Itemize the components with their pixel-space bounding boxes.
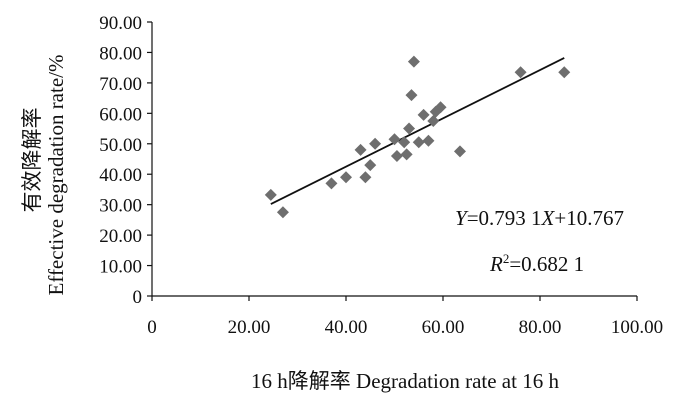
- data-point: [412, 136, 425, 149]
- r-squared-value: =0.682 1: [509, 252, 584, 276]
- x-tick-label: 20.00: [228, 317, 271, 338]
- y-tick-label: 80.00: [99, 43, 142, 64]
- data-point: [405, 89, 418, 102]
- axes: [151, 22, 637, 297]
- trendline: [270, 57, 565, 205]
- r-squared-sup: 2: [503, 251, 510, 266]
- data-point: [364, 159, 377, 172]
- equation-x-var: X: [541, 206, 556, 230]
- regression-equation: Y=0.793 1X+10.767: [455, 206, 624, 230]
- x-tick-label: 0: [147, 317, 157, 338]
- x-tick-label: 40.00: [325, 317, 368, 338]
- y-axis-title-en: Effective degradation rate/%: [44, 55, 68, 296]
- data-point: [427, 114, 440, 127]
- data-point: [398, 136, 411, 149]
- data-point: [359, 171, 372, 184]
- y-tick-label: 70.00: [99, 74, 142, 95]
- equation-y-var: Y: [455, 206, 469, 230]
- data-points: [264, 55, 571, 219]
- y-tick-label: 0: [133, 287, 143, 308]
- data-point: [407, 55, 420, 68]
- data-point: [434, 101, 447, 114]
- data-point: [264, 188, 277, 201]
- y-axis-title: 有效降解率 Effective degradation rate/%: [20, 55, 68, 296]
- r-squared: R2=0.682 1: [489, 251, 584, 276]
- data-point: [325, 177, 338, 190]
- data-point: [369, 137, 382, 150]
- data-point: [390, 149, 403, 162]
- y-tick-label: 30.00: [99, 196, 142, 217]
- data-point: [388, 133, 401, 146]
- data-point: [558, 66, 571, 79]
- data-point: [514, 66, 527, 79]
- y-axis-title-cn: 有效降解率: [20, 108, 44, 213]
- equation-body: =0.793 1: [467, 206, 542, 230]
- data-point: [400, 148, 413, 161]
- x-axis-title: 16 h降解率 Degradation rate at 16 h: [251, 369, 559, 393]
- data-point: [403, 122, 416, 135]
- equation-tail: +10.767: [554, 206, 624, 230]
- data-point: [276, 206, 289, 219]
- data-point: [354, 143, 367, 156]
- y-tick-label: 40.00: [99, 165, 142, 186]
- y-tick-label: 10.00: [99, 257, 142, 278]
- r-squared-var: R: [489, 252, 503, 276]
- y-tick-label: 20.00: [99, 226, 142, 247]
- x-ticks: 0 20.00 40.00 60.00 80.00 100.00: [147, 296, 663, 338]
- data-point: [340, 171, 352, 184]
- y-tick-label: 60.00: [99, 104, 142, 125]
- y-tick-label: 50.00: [99, 135, 142, 156]
- data-point: [422, 134, 435, 147]
- x-tick-label: 80.00: [519, 317, 562, 338]
- y-tick-label: 90.00: [99, 13, 142, 34]
- data-point: [417, 108, 430, 121]
- x-tick-label: 60.00: [422, 317, 465, 338]
- y-ticks: 0 10.00 20.00 30.00 40.00 50.00 60.00 70.00 80.0…: [99, 13, 152, 308]
- data-point: [453, 145, 466, 158]
- x-tick-label: 100.00: [611, 317, 663, 338]
